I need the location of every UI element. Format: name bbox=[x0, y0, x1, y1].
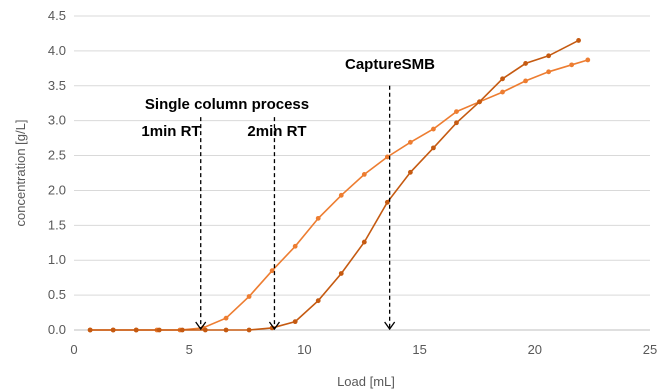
data-point bbox=[156, 327, 162, 333]
data-point bbox=[110, 327, 116, 333]
data-point bbox=[454, 109, 459, 114]
axes: 0.0 0.5 1.0 1.5 2.0 2.5 3.0 3.5 4.0 4.5 0 5 10 15 20 25 bbox=[48, 8, 657, 357]
data-point bbox=[223, 315, 229, 321]
x-tick-label: 0 bbox=[70, 342, 77, 357]
x-tick-label: 5 bbox=[186, 342, 193, 357]
annotation-single-column: Single column process bbox=[145, 96, 309, 113]
annotation-arrows bbox=[195, 85, 396, 331]
data-point bbox=[202, 327, 208, 333]
y-tick-label: 3.5 bbox=[48, 78, 66, 93]
x-tick-label: 25 bbox=[643, 342, 657, 357]
data-point bbox=[407, 169, 413, 175]
data-point bbox=[546, 53, 552, 59]
data-point bbox=[292, 243, 298, 249]
data-point bbox=[384, 199, 390, 205]
data-point bbox=[569, 62, 575, 68]
series-lines bbox=[87, 38, 591, 333]
y-tick-label: 2.5 bbox=[48, 148, 66, 163]
data-point bbox=[338, 271, 344, 276]
arrow-head bbox=[384, 321, 396, 331]
data-point bbox=[431, 145, 436, 151]
y-tick-label: 1.0 bbox=[48, 252, 66, 267]
x-tick-label: 20 bbox=[528, 342, 542, 357]
data-point bbox=[576, 38, 581, 43]
y-tick-label: 4.0 bbox=[48, 43, 66, 58]
data-point bbox=[523, 78, 528, 84]
data-point bbox=[133, 327, 139, 333]
x-tick-label: 10 bbox=[297, 342, 311, 357]
x-tick-label: 15 bbox=[412, 342, 426, 357]
data-point bbox=[431, 126, 436, 132]
annotation-2min-rt: 2min RT bbox=[247, 123, 306, 140]
data-point bbox=[361, 171, 367, 177]
data-point bbox=[361, 239, 367, 245]
y-tick-label: 4.5 bbox=[48, 8, 66, 23]
data-point bbox=[179, 327, 185, 333]
data-point bbox=[315, 215, 321, 221]
annotation-labels: Single column process 1min RT 2min RT Ca… bbox=[141, 56, 435, 140]
data-point bbox=[477, 99, 482, 105]
data-point bbox=[454, 120, 459, 126]
data-point bbox=[500, 76, 505, 82]
grid-lines bbox=[74, 15, 650, 296]
data-point bbox=[223, 327, 229, 333]
arrow-head bbox=[268, 321, 280, 331]
annotation-capturesmb: CaptureSMB bbox=[345, 56, 435, 73]
y-tick-label: 1.5 bbox=[48, 217, 66, 232]
data-point bbox=[523, 61, 528, 66]
y-tick-label: 3.0 bbox=[48, 113, 66, 128]
data-point bbox=[338, 192, 344, 198]
data-point bbox=[292, 319, 298, 325]
data-point bbox=[407, 139, 413, 145]
arrow-head bbox=[195, 321, 207, 331]
data-point bbox=[546, 69, 552, 75]
y-axis-title: concentration [g/L] bbox=[13, 120, 28, 227]
data-point bbox=[246, 294, 252, 299]
y-tick-label: 0.0 bbox=[48, 322, 66, 337]
data-point bbox=[384, 154, 390, 160]
data-point bbox=[246, 327, 252, 333]
data-point bbox=[87, 327, 93, 333]
annotation-1min-rt: 1min RT bbox=[141, 123, 200, 140]
y-tick-label: 0.5 bbox=[48, 287, 66, 302]
x-axis-title: Load [mL] bbox=[337, 374, 395, 389]
series-line-2 bbox=[90, 39, 579, 331]
data-point bbox=[585, 57, 591, 63]
data-point bbox=[500, 89, 505, 95]
data-point bbox=[315, 298, 321, 304]
data-point bbox=[269, 268, 275, 274]
y-tick-label: 2.0 bbox=[48, 182, 66, 197]
